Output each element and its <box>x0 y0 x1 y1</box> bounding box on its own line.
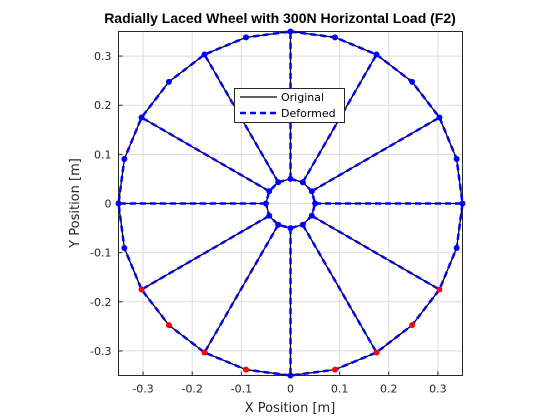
hub-node <box>287 175 294 182</box>
spoke-deformed <box>140 214 270 291</box>
legend: Original Deformed <box>234 88 345 123</box>
y-tick-label: -0.1 <box>90 247 111 260</box>
hub-node <box>299 221 306 228</box>
x-tick-label: 0.3 <box>429 383 447 396</box>
rim-node <box>436 114 443 121</box>
rim-node <box>373 349 380 356</box>
hub-node <box>262 200 269 207</box>
y-tick-label: -0.3 <box>90 345 111 358</box>
hub-node <box>299 179 306 186</box>
spoke-deformed <box>311 116 441 193</box>
spoke-deformed <box>140 116 270 193</box>
rim-node <box>121 155 128 162</box>
y-tick-label: 0.1 <box>94 148 112 161</box>
y-tick-label: -0.2 <box>90 296 111 309</box>
rim-node <box>242 34 249 41</box>
rim-node <box>409 78 416 85</box>
rim-node <box>242 366 249 373</box>
hub-node <box>266 188 273 195</box>
spoke-deformed <box>311 214 441 291</box>
hub-node <box>275 179 282 186</box>
hub-node <box>312 200 319 207</box>
spoke-deformed <box>203 224 280 354</box>
rim-node <box>332 366 339 373</box>
x-tick-label: -0.2 <box>181 383 202 396</box>
y-tick-label: 0.2 <box>94 99 112 112</box>
hub-node <box>266 212 273 219</box>
x-tick-label: 0 <box>287 383 294 396</box>
rim-node <box>165 78 172 85</box>
rim-node <box>138 114 145 121</box>
nodes-group <box>115 28 466 379</box>
rim-node <box>165 322 172 329</box>
y-tick-label: 0 <box>105 198 112 211</box>
rim-node <box>287 28 294 35</box>
rim-node <box>201 349 208 356</box>
rim-node <box>436 286 443 293</box>
rim-node <box>121 245 128 252</box>
legend-deformed-label: Deformed <box>281 107 336 120</box>
rim-node <box>409 322 416 329</box>
x-tick-label: 0.1 <box>331 383 349 396</box>
y-axis-label: Y Position [m] <box>68 158 83 249</box>
legend-box <box>234 88 345 123</box>
x-tick-label: 0.2 <box>380 383 398 396</box>
hub-node <box>308 212 315 219</box>
rim-node <box>453 155 460 162</box>
rim-node <box>138 286 145 293</box>
chart-title: Radially Laced Wheel with 300N Horizonta… <box>104 10 456 26</box>
hub-node <box>275 221 282 228</box>
rim-node <box>373 51 380 58</box>
hub-node <box>287 225 294 232</box>
x-tick-label: -0.1 <box>231 383 252 396</box>
y-tick-label: 0.3 <box>94 50 112 63</box>
hub-node <box>308 188 315 195</box>
tick-labels: -0.3 -0.2 -0.1 0 0.1 0.2 0.3 -0.3 -0.2 -0.1 0 0.1 0.… <box>90 50 447 395</box>
rim-node <box>332 34 339 41</box>
rim-node <box>201 51 208 58</box>
spoke-deformed <box>301 224 378 354</box>
rim-node <box>453 245 460 252</box>
rim-node <box>459 200 466 207</box>
legend-original-label: Original <box>281 91 324 104</box>
x-axis-label: X Position [m] <box>245 401 336 416</box>
x-tick-label: -0.3 <box>132 383 153 396</box>
